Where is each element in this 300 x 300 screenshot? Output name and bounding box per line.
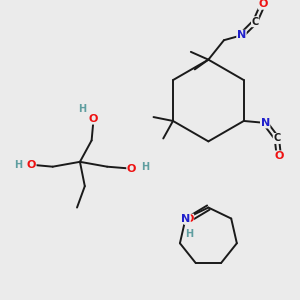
Text: N: N (261, 118, 270, 128)
Text: C: C (251, 17, 259, 27)
Text: O: O (127, 164, 136, 174)
Text: H: H (15, 160, 23, 170)
Text: N: N (181, 214, 190, 224)
Text: H: H (78, 104, 86, 114)
Text: O: O (258, 0, 268, 9)
Text: O: O (27, 160, 36, 170)
Text: H: H (185, 229, 194, 239)
Text: O: O (274, 151, 283, 161)
Text: N: N (237, 30, 246, 40)
Text: H: H (141, 162, 149, 172)
Text: O: O (184, 214, 194, 224)
Text: C: C (273, 134, 280, 143)
Text: O: O (89, 114, 98, 124)
